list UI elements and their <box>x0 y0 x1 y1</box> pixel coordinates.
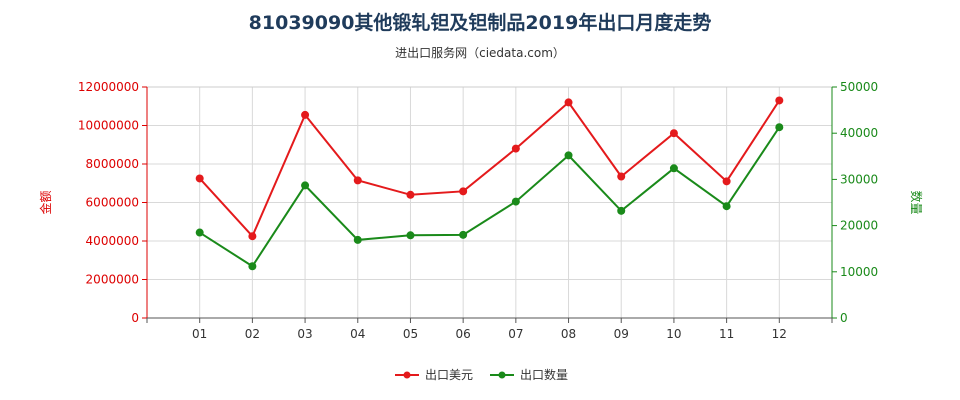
x-tick-label: 09 <box>614 327 629 341</box>
right-tick-label: 50000 <box>840 80 878 94</box>
left-tick-label: 12000000 <box>78 80 139 94</box>
series-1-point <box>511 144 520 153</box>
series-line-1 <box>198 99 781 239</box>
x-tick-label: 04 <box>350 327 365 341</box>
left-axis-ticks: 0 2000000 4000000 6000000 8000000 10000000 120… <box>78 80 147 325</box>
legend-label-1: 出口美元 <box>425 368 473 382</box>
legend-marker-1 <box>403 371 411 379</box>
series-2-point <box>511 197 520 206</box>
series-2-point <box>775 123 784 132</box>
series-2-point <box>406 231 415 240</box>
left-tick-label: 10000000 <box>78 119 139 133</box>
x-tick-label: 01 <box>192 327 207 341</box>
legend-marker-2 <box>498 371 506 379</box>
series-layer <box>195 96 784 271</box>
x-tick-label: 03 <box>297 327 312 341</box>
series-1-point <box>564 98 573 107</box>
series-1-point <box>459 187 468 196</box>
series-1-point <box>669 129 678 138</box>
left-tick-label: 8000000 <box>86 157 139 171</box>
left-axis-label: 金额 <box>38 190 53 214</box>
chart-title: 81039090其他锻轧钽及钽制品2019年出口月度走势 <box>248 12 712 34</box>
x-tick-label: 06 <box>456 327 471 341</box>
left-tick-label: 4000000 <box>86 234 139 248</box>
series-1-point <box>248 232 257 241</box>
right-tick-label: 30000 <box>840 172 878 186</box>
series-2-point <box>669 164 678 173</box>
x-axis-ticks: 01 02 03 04 05 06 07 08 09 10 11 12 <box>146 318 833 341</box>
x-tick-label: 08 <box>561 327 576 341</box>
right-tick-label: 40000 <box>840 126 878 140</box>
series-1-point <box>406 190 415 199</box>
series-1-point <box>775 96 784 105</box>
left-tick-label: 6000000 <box>86 196 139 210</box>
legend: 出口美元 出口数量 <box>395 367 568 382</box>
chart-subtitle: 进出口服务网（ciedata.com） <box>395 46 565 60</box>
series-2-point <box>564 151 573 160</box>
x-tick-label: 07 <box>508 327 523 341</box>
series-1-point <box>722 177 731 186</box>
series-line-2 <box>199 126 781 268</box>
x-tick-label: 05 <box>403 327 418 341</box>
right-axis-label: 数量 <box>909 190 924 214</box>
series-2-point <box>248 262 257 271</box>
series-2-point <box>617 206 626 215</box>
series-2-point <box>459 230 468 239</box>
x-tick-label: 11 <box>719 327 734 341</box>
series-2-point <box>301 181 310 190</box>
x-tick-label: 10 <box>666 327 681 341</box>
series-1-point <box>617 172 626 181</box>
series-1-point <box>353 176 362 185</box>
left-tick-label: 0 <box>131 311 139 325</box>
right-axis-ticks: 0 10000 20000 30000 40000 50000 <box>832 80 878 325</box>
right-tick-label: 0 <box>840 311 848 325</box>
x-tick-label: 02 <box>245 327 260 341</box>
x-tick-label: 12 <box>772 327 787 341</box>
left-tick-label: 2000000 <box>86 273 139 287</box>
series-1-point <box>195 174 204 183</box>
right-tick-label: 10000 <box>840 265 878 279</box>
series-1-point <box>301 110 310 119</box>
legend-label-2: 出口数量 <box>520 367 568 382</box>
series-2-point <box>722 202 731 211</box>
right-tick-label: 20000 <box>840 219 878 233</box>
series-2-point <box>195 228 204 237</box>
series-2-point <box>353 235 362 244</box>
